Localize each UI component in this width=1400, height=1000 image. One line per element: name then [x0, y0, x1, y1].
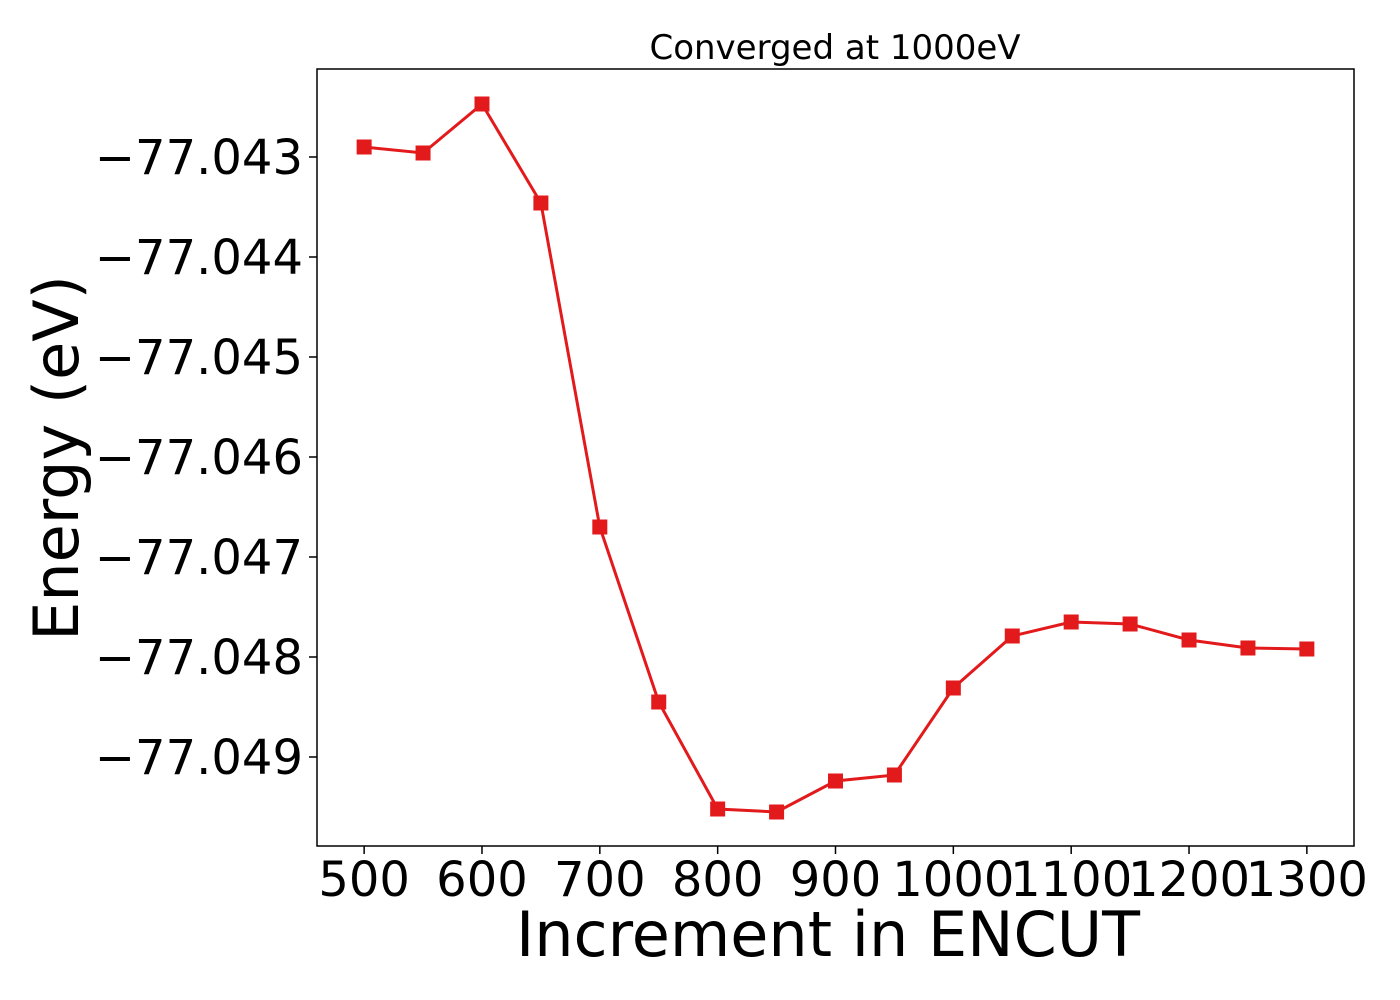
data-point-marker — [474, 96, 490, 112]
data-point-marker — [356, 139, 372, 155]
data-point-marker — [1299, 641, 1315, 657]
y-tick-label: −77.044 — [95, 230, 303, 286]
data-point-marker — [533, 195, 549, 211]
y-tick-label: −77.043 — [95, 130, 303, 186]
x-tick-label: 1200 — [1128, 852, 1250, 908]
x-tick-label: 500 — [318, 852, 410, 908]
data-point-marker — [886, 767, 902, 783]
x-tick-label: 900 — [790, 852, 882, 908]
x-tick-label: 700 — [554, 852, 646, 908]
series-markers — [356, 96, 1315, 820]
data-point-marker — [1063, 614, 1079, 630]
y-tick-label: −77.048 — [95, 630, 303, 686]
data-point-marker — [710, 801, 726, 817]
data-point-marker — [1240, 640, 1256, 656]
data-point-marker — [945, 680, 961, 696]
y-tick-label: −77.047 — [95, 530, 303, 586]
data-point-marker — [1122, 616, 1138, 632]
y-tick-label: −77.045 — [95, 330, 303, 386]
y-tick-label: −77.049 — [95, 730, 303, 786]
x-tick-label: 1300 — [1246, 852, 1368, 908]
data-point-marker — [769, 804, 785, 820]
data-point-marker — [592, 519, 608, 535]
data-point-marker — [828, 773, 843, 789]
y-axis-ticks: −77.043 −77.044 −77.045 −77.046 −77.047 −77.0… — [95, 130, 317, 786]
data-point-marker — [651, 694, 667, 710]
x-tick-label: 600 — [436, 852, 528, 908]
chart-title: Converged at 1000eV — [649, 28, 1020, 68]
x-tick-label: 800 — [672, 852, 764, 908]
plot-frame — [316, 68, 1355, 847]
data-point-marker — [415, 145, 431, 161]
data-point-marker — [1004, 628, 1020, 644]
x-axis-title: Increment in ENCUT — [516, 898, 1141, 971]
x-tick-label: 1100 — [1010, 852, 1132, 908]
series-line — [363, 101, 1307, 814]
x-tick-label: 1000 — [892, 852, 1014, 908]
y-axis-title: Energy (eV) — [20, 275, 93, 641]
data-point-marker — [1181, 632, 1197, 648]
y-tick-label: −77.046 — [95, 430, 303, 486]
